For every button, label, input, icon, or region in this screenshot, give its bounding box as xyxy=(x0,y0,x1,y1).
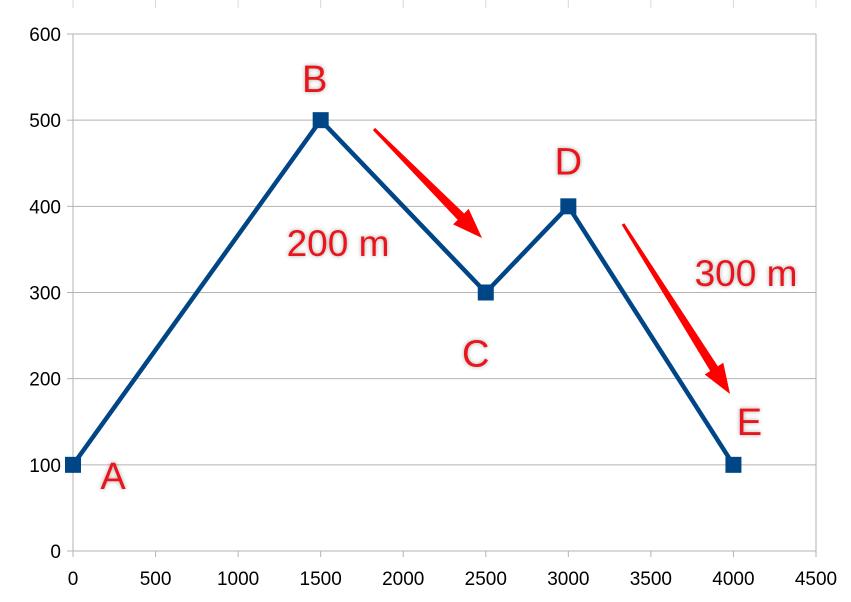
point-label-c: C xyxy=(462,334,489,376)
y-tick-label: 300 xyxy=(29,284,61,305)
y-tick-label: 200 xyxy=(29,370,61,391)
x-tick-label: 0 xyxy=(68,569,79,590)
y-tick-label: 0 xyxy=(50,542,61,563)
arrow-b-to-c xyxy=(372,127,482,238)
x-tick-label: 500 xyxy=(140,569,172,590)
y-tick-label: 500 xyxy=(29,111,61,132)
distance-annotations: 200 m 300 m xyxy=(287,223,798,294)
data-point-marker xyxy=(560,198,577,215)
data-point-marker xyxy=(725,456,742,473)
annotation-arrows xyxy=(372,127,730,394)
x-tick-label: 2500 xyxy=(465,569,507,590)
data-point-marker xyxy=(65,456,81,473)
x-tick-label: 1000 xyxy=(217,569,259,590)
distance-annotation: 200 m xyxy=(287,223,390,264)
distance-annotation: 300 m xyxy=(695,253,798,294)
x-tick-label: 2000 xyxy=(382,569,424,590)
point-labels: A B C D E xyxy=(100,59,762,498)
point-label-d: D xyxy=(555,141,582,183)
data-point-marker xyxy=(312,112,329,129)
x-tick-label: 4500 xyxy=(795,569,837,590)
arrow-d-to-e xyxy=(621,223,730,394)
point-label-e: E xyxy=(737,402,762,444)
x-tick-label: 3500 xyxy=(630,569,672,590)
data-markers xyxy=(65,112,742,473)
point-label-b: B xyxy=(302,59,327,101)
x-tick-label: 1500 xyxy=(300,569,342,590)
axes xyxy=(67,33,817,557)
data-point-marker xyxy=(477,284,494,301)
y-tick-label: 600 xyxy=(29,25,61,46)
x-tick-label: 4000 xyxy=(712,569,754,590)
point-label-a: A xyxy=(100,456,126,498)
y-tick-label: 400 xyxy=(29,197,61,218)
x-tick-label: 3000 xyxy=(547,569,589,590)
y-tick-label: 100 xyxy=(29,456,61,477)
tick-labels: 0 100 200 300 400 500 600 0 500 1000 1500 2000 2500 3… xyxy=(29,25,837,590)
